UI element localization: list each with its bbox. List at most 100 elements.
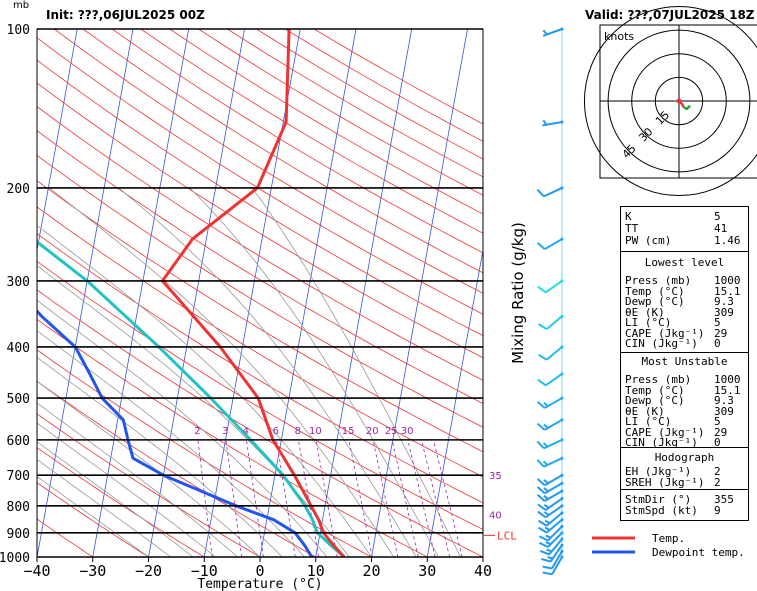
wind-barbs [536, 27, 564, 576]
legend-temp-label: Temp. [652, 532, 686, 545]
barb-half-flag [545, 541, 552, 546]
temp-tick-label: −20 [135, 562, 162, 580]
index-value: 5 [714, 316, 721, 329]
pressure-tick-label: 500 [7, 392, 30, 407]
index-value: 355 [714, 493, 734, 506]
isotherm-line [37, 29, 134, 557]
barb-flag [538, 535, 549, 542]
barb-half-flag [542, 29, 548, 36]
barb-flag [542, 571, 553, 576]
mixing-ratio-line [298, 439, 319, 557]
pressure-tick-label: 100 [7, 23, 30, 38]
dry-adiabat-line [82, 29, 483, 274]
index-value: 0 [714, 436, 721, 449]
background-lines [37, 29, 483, 557]
dry-adiabat-line [37, 37, 483, 315]
barb-flag [536, 493, 546, 502]
moist-adiabat-line [37, 356, 283, 557]
index-label: Dewp (°C) [625, 295, 685, 308]
pressure-unit-label: mb [13, 0, 30, 11]
dry-adiabat-line [37, 518, 94, 557]
mixing-ratio-line [421, 439, 450, 557]
isotherm-line [92, 29, 190, 557]
index-row: Temp (°C) 15.1 [625, 385, 744, 396]
dry-adiabat-line [37, 318, 428, 557]
dry-adiabat-line [54, 29, 483, 294]
mixing-ratio-line [246, 439, 264, 557]
index-label: Press (mb) [625, 373, 692, 386]
barb-flag [537, 503, 547, 511]
moist-adiabat-line [37, 299, 328, 557]
mixing-ratio-label: 35 [489, 471, 502, 482]
temp-tick-label: 10 [307, 562, 325, 580]
pw-row: PW (cm) 1.46 [625, 234, 741, 247]
barb-flag [536, 401, 546, 409]
temp-tick-label: −40 [23, 562, 50, 580]
index-value: 2 [714, 465, 721, 478]
index-row: CAPE (Jkg⁻¹) 29 [625, 328, 744, 339]
barb-half-flag [545, 534, 552, 539]
index-value: 15.1 [714, 383, 741, 397]
barb-shaft [545, 373, 563, 387]
moist-adiabat-line [37, 441, 194, 557]
divider [621, 489, 748, 490]
index-label: θE (K) [625, 404, 665, 418]
index-label: Press (mb) [625, 274, 692, 287]
index-row: Press (mb) 1000 [625, 374, 744, 385]
mixing-ratio-line [197, 439, 213, 557]
barb-half-flag [543, 494, 549, 500]
index-value: 0 [714, 337, 721, 350]
pressure-tick-label: 700 [7, 469, 30, 484]
index-label: Temp (°C) [625, 284, 685, 298]
barb-shaft [543, 187, 563, 198]
barb-flag [538, 323, 548, 330]
hodograph-ring [583, 5, 757, 197]
index-row: Temp (°C) 15.1 [625, 286, 744, 297]
hodograph-title: Hodograph [654, 451, 715, 464]
barb-flag [539, 550, 550, 556]
divider [621, 352, 748, 353]
mixing-ratio-line [433, 439, 463, 557]
barb-half-flag [543, 503, 550, 509]
index-label: CIN (Jkg⁻¹) [625, 337, 698, 350]
mixing-ratio-label: 8 [295, 426, 301, 437]
mixing-ratio-label: 6 [273, 426, 279, 437]
mixing-ratio-label: 30 [401, 426, 414, 437]
index-label: Temp (°C) [625, 383, 685, 397]
index-label: LI (°C) [625, 415, 672, 428]
mixing-ratio-line [315, 439, 338, 557]
mixing-ratio-line [276, 439, 296, 557]
mixing-ratio-label: 2 [194, 426, 200, 437]
barb-flag [536, 422, 546, 431]
profile-series-line [161, 29, 346, 557]
temp-tick-label: 0 [255, 562, 264, 580]
mixing-ratio-label: 10 [309, 426, 322, 437]
barb-half-flag [543, 401, 549, 407]
moist-adiabat-line [37, 402, 238, 557]
barb-flag [536, 242, 546, 250]
mixing-ratio-label: 25 [385, 426, 398, 437]
index-value: 2 [714, 475, 721, 489]
index-label: EH (Jkg⁻¹) [625, 465, 692, 478]
pressure-tick-label: 400 [7, 341, 30, 356]
temp-tick-label: 30 [418, 562, 436, 580]
mixing-ratio-label: 4 [243, 426, 249, 437]
barb-flag [536, 459, 545, 468]
barb-half-flag [543, 479, 549, 484]
barb-flag [536, 478, 546, 486]
index-label: CAPE (Jkg⁻¹) [625, 425, 705, 439]
moist-adiabat-line [48, 187, 395, 557]
barb-flag [538, 519, 548, 527]
moist-adiabat-line [37, 458, 172, 557]
isotherm-line [371, 29, 468, 557]
mixing-ratio-line [372, 439, 399, 557]
mixing-ratio-axis-title: Mixing Ratio (g/kg) [509, 222, 527, 364]
barb-flag [536, 486, 546, 495]
barb-half-flag [543, 423, 549, 429]
barb-half-flag [544, 526, 551, 531]
barb-flag [536, 440, 545, 450]
barb-shaft [545, 280, 563, 294]
